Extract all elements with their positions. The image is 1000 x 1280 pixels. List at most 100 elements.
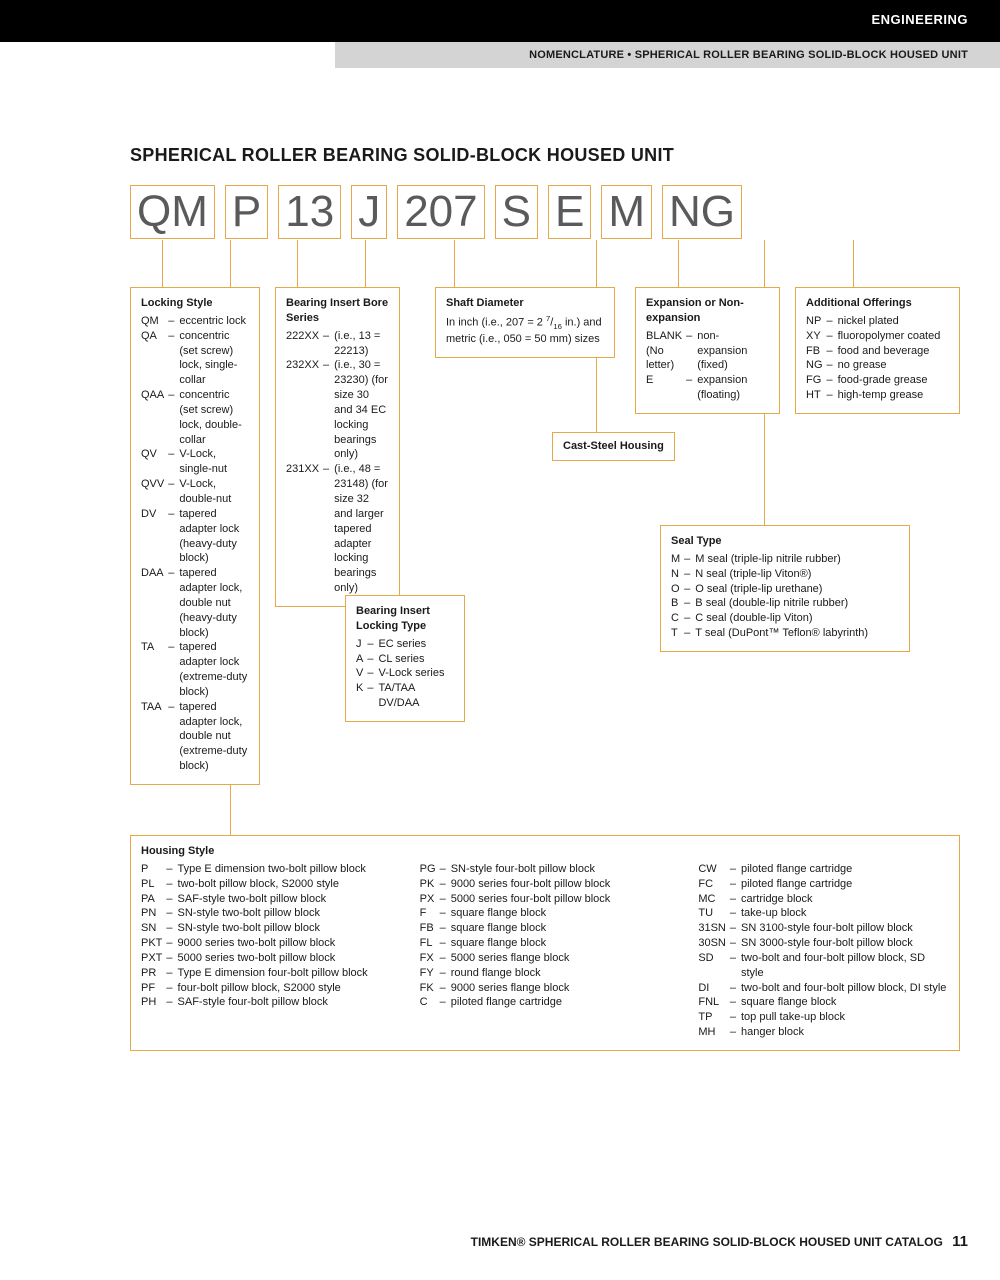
def-row: BLANK(Noletter) – non-expansion(fixed) xyxy=(646,329,769,374)
bearing-insert-box: Bearing Insert Bore Series 222XX–(i.e., … xyxy=(275,287,400,607)
cast-steel-title: Cast-Steel Housing xyxy=(563,439,664,454)
def-row: NP–nickel plated xyxy=(806,314,940,329)
def-row: C–C seal (double-lip Viton) xyxy=(671,611,868,626)
def-row: FY–round flange block xyxy=(420,966,611,981)
def-row: DV–tapered adapter lock (heavy-duty bloc… xyxy=(141,507,249,566)
def-row: K–TA/TAA DV/DAA xyxy=(356,681,454,711)
code-segment: M xyxy=(601,185,652,239)
def-row: FL–square flange block xyxy=(420,936,611,951)
def-row: PXT–5000 series two-bolt pillow block xyxy=(141,951,368,966)
def-row: 222XX–(i.e., 13 = 22213) xyxy=(286,329,389,359)
def-row: FK–9000 series flange block xyxy=(420,981,611,996)
connector xyxy=(162,240,163,287)
def-row: F–square flange block xyxy=(420,906,611,921)
def-row: HT–high-temp grease xyxy=(806,388,940,403)
connector xyxy=(454,240,455,287)
housing-box: Housing Style P–Type E dimension two-bol… xyxy=(130,835,960,1051)
def-row: A–CL series xyxy=(356,652,454,667)
def-row: FB–square flange block xyxy=(420,921,611,936)
def-row: O–O seal (triple-lip urethane) xyxy=(671,582,868,597)
expansion-title: Expansion or Non-expansion xyxy=(646,296,769,326)
def-row: PH–SAF-style four-bolt pillow block xyxy=(141,995,368,1010)
code-segment: QM xyxy=(130,185,215,239)
additional-title: Additional Offerings xyxy=(806,296,949,311)
additional-box: Additional Offerings NP–nickel platedXY–… xyxy=(795,287,960,414)
def-row: TA–tapered adapter lock (extreme-duty bl… xyxy=(141,640,249,699)
def-row: QM–eccentric lock xyxy=(141,314,249,329)
def-row: FG–food-grade grease xyxy=(806,373,940,388)
header-gray-bar: NOMENCLATURE • SPHERICAL ROLLER BEARING … xyxy=(335,42,1000,68)
page-title: SPHERICAL ROLLER BEARING SOLID-BLOCK HOU… xyxy=(130,145,674,166)
def-row: QA–concentric (set screw) lock, single-c… xyxy=(141,329,249,388)
def-row: 31SN–SN 3100-style four-bolt pillow bloc… xyxy=(698,921,949,936)
def-row: PG–SN-style four-bolt pillow block xyxy=(420,862,611,877)
breadcrumb: NOMENCLATURE • SPHERICAL ROLLER BEARING … xyxy=(529,49,968,61)
code-segment: J xyxy=(351,185,387,239)
def-row: 30SN–SN 3000-style four-bolt pillow bloc… xyxy=(698,936,949,951)
shaft-box: Shaft Diameter In inch (i.e., 207 = 2 7/… xyxy=(435,287,615,358)
def-row: PKT–9000 series two-bolt pillow block xyxy=(141,936,368,951)
def-row: SN–SN-style two-bolt pillow block xyxy=(141,921,368,936)
def-row: MC–cartridge block xyxy=(698,892,949,907)
def-row: PF–four-bolt pillow block, S2000 style xyxy=(141,981,368,996)
header-category: ENGINEERING xyxy=(871,12,968,27)
def-row: TU–take-up block xyxy=(698,906,949,921)
seal-box: Seal Type M–M seal (triple-lip nitrile r… xyxy=(660,525,910,652)
def-row: M–M seal (triple-lip nitrile rubber) xyxy=(671,552,868,567)
def-row: T–T seal (DuPont™ Teflon® labyrinth) xyxy=(671,626,868,641)
code-segment: 207 xyxy=(397,185,484,239)
footer-text: TIMKEN® SPHERICAL ROLLER BEARING SOLID-B… xyxy=(471,1235,943,1249)
def-row: N–N seal (triple-lip Viton®) xyxy=(671,567,868,582)
connector xyxy=(297,240,298,287)
def-row: PR–Type E dimension four-bolt pillow blo… xyxy=(141,966,368,981)
footer: TIMKEN® SPHERICAL ROLLER BEARING SOLID-B… xyxy=(471,1233,968,1250)
code-segment: E xyxy=(548,185,591,239)
locking-type-box: Bearing Insert Locking Type J–EC seriesA… xyxy=(345,595,465,722)
expansion-box: Expansion or Non-expansion BLANK(Nolette… xyxy=(635,287,780,414)
def-row: PA–SAF-style two-bolt pillow block xyxy=(141,892,368,907)
code-segment: S xyxy=(495,185,538,239)
def-row: PX–5000 series four-bolt pillow block xyxy=(420,892,611,907)
shaft-title: Shaft Diameter xyxy=(446,296,604,311)
def-row: B–B seal (double-lip nitrile rubber) xyxy=(671,596,868,611)
def-row: CW–piloted flange cartridge xyxy=(698,862,949,877)
shaft-text: In inch (i.e., 207 = 2 7/16 in.) and met… xyxy=(446,314,604,347)
def-row: MH–hanger block xyxy=(698,1025,949,1040)
code-segment: 13 xyxy=(278,185,341,239)
def-row: XY–fluoropolymer coated xyxy=(806,329,940,344)
code-segment: NG xyxy=(662,185,742,239)
def-row: TAA–tapered adapter lock, double nut (ex… xyxy=(141,700,249,774)
def-row: FC–piloted flange cartridge xyxy=(698,877,949,892)
locking-style-title: Locking Style xyxy=(141,296,249,311)
code-segment: P xyxy=(225,185,268,239)
def-row: E – expansion (floating) xyxy=(646,373,769,403)
locking-type-title: Bearing Insert Locking Type xyxy=(356,604,454,634)
def-row: QV–V-Lock, single-nut xyxy=(141,447,249,477)
bearing-insert-title: Bearing Insert Bore Series xyxy=(286,296,389,326)
def-row: J–EC series xyxy=(356,637,454,652)
def-row: DI–two-bolt and four-bolt pillow block, … xyxy=(698,981,949,996)
locking-style-box: Locking Style QM–eccentric lockQA–concen… xyxy=(130,287,260,785)
def-row: PN–SN-style two-bolt pillow block xyxy=(141,906,368,921)
connector xyxy=(678,240,679,287)
def-row: QAA–concentric (set screw) lock, double-… xyxy=(141,388,249,447)
page-number: 11 xyxy=(952,1233,968,1250)
def-row: C–piloted flange cartridge xyxy=(420,995,611,1010)
seal-title: Seal Type xyxy=(671,534,899,549)
def-row: QVV–V-Lock, double-nut xyxy=(141,477,249,507)
def-row: PK–9000 series four-bolt pillow block xyxy=(420,877,611,892)
connector xyxy=(853,240,854,287)
def-row: DAA–tapered adapter lock, double nut (he… xyxy=(141,566,249,640)
cast-steel-box: Cast-Steel Housing xyxy=(552,432,675,461)
nomenclature-code: QMP13J207SEMNG xyxy=(130,185,752,239)
def-row: PL–two-bolt pillow block, S2000 style xyxy=(141,877,368,892)
def-row: V–V-Lock series xyxy=(356,666,454,681)
housing-title: Housing Style xyxy=(141,844,949,859)
def-row: FX–5000 series flange block xyxy=(420,951,611,966)
def-row: TP–top pull take-up block xyxy=(698,1010,949,1025)
def-row: NG–no grease xyxy=(806,358,940,373)
def-row: SD–two-bolt and four-bolt pillow block, … xyxy=(698,951,949,981)
def-row: FB–food and beverage xyxy=(806,344,940,359)
header-black-bar: ENGINEERING xyxy=(0,0,1000,42)
def-row: 231XX–(i.e., 48 = 23148) (for size 32 an… xyxy=(286,462,389,596)
